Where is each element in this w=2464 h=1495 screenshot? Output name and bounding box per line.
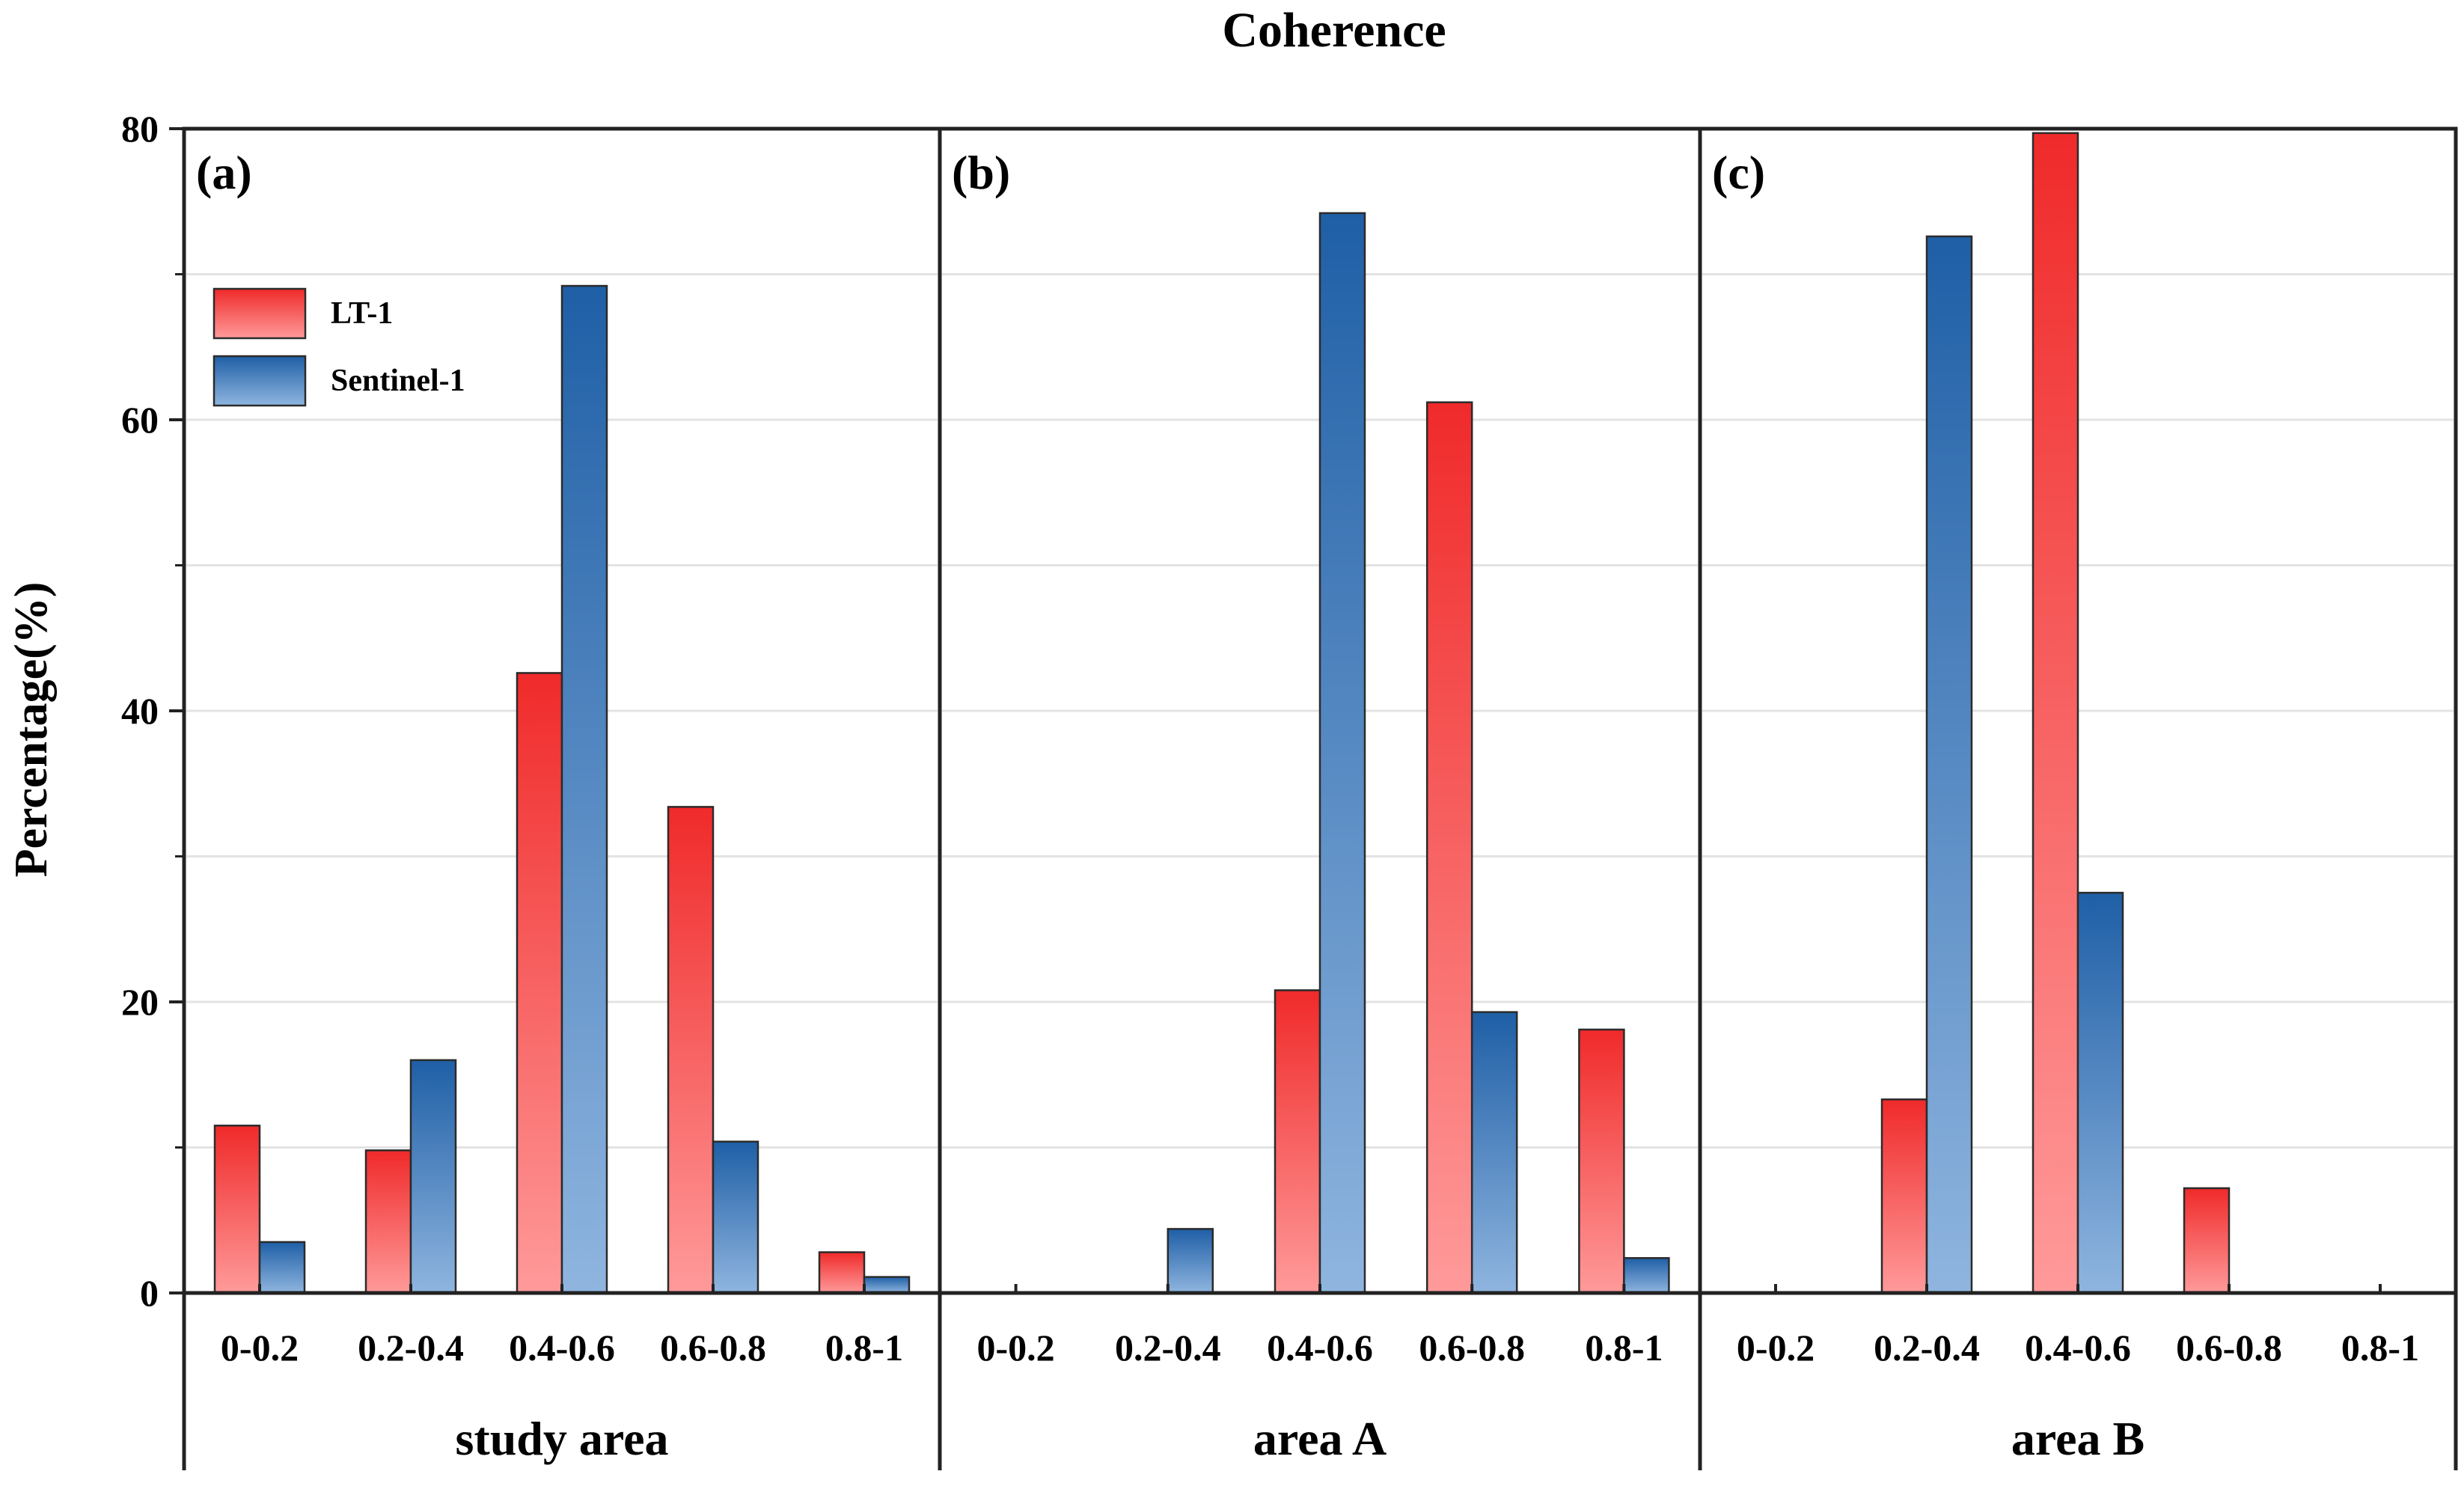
bar-study-area-sentinel1-0-0.2 [258,1241,306,1294]
x-tick-label: 0.8-1 [1585,1327,1663,1369]
bar-study-area-sentinel1-0.2-0.4 [409,1059,457,1294]
x-tick-label: 0-0.2 [977,1327,1055,1369]
legend-swatch-lt1 [213,287,307,340]
y-tick-label: 80 [121,108,159,150]
bar-area-B-lt1-0.2-0.4 [1880,1098,1928,1294]
x-tick-label: 0.2-0.4 [1874,1327,1980,1369]
bar-study-area-lt1-0.8-1 [818,1251,866,1294]
legend-swatch-sentinel1 [213,355,307,407]
panel-name-2: area B [2011,1412,2144,1465]
bar-area-A-lt1-0.8-1 [1578,1028,1625,1294]
y-tick-label: 40 [121,690,159,732]
x-tick-label: 0.4-0.6 [2025,1327,2131,1369]
x-tick-label: 0-0.2 [221,1327,299,1369]
x-tick-label: 0.6-0.8 [2176,1327,2282,1369]
panel-labels: (a) study area (b) area A (c) area B [196,146,2144,1465]
bar-area-B-sentinel1-0.2-0.4 [1925,235,1973,1294]
y-axis-ticks: 0 20 40 60 80 [121,108,184,1314]
x-axis-ticks: 0-0.2 0.2-0.4 0.4-0.6 0.6-0.8 0.8-1 0-0.2 0.2-… [221,1284,2419,1369]
panel-label-1: (b) [952,146,1010,199]
bar-area-A-sentinel1-0.6-0.8 [1470,1011,1518,1294]
bar-study-area-lt1-0.6-0.8 [667,806,715,1294]
bars [213,132,2231,1294]
x-tick-label: 0.4-0.6 [509,1327,615,1369]
bar-area-B-sentinel1-0.4-0.6 [2076,891,2124,1294]
x-tick-label: 0.6-0.8 [1419,1327,1525,1369]
panel-label-2: (c) [1712,146,1765,199]
bar-area-B-lt1-0.6-0.8 [2183,1187,2231,1294]
bar-area-A-lt1-0.6-0.8 [1425,401,1473,1294]
legend: LT-1 Sentinel-1 [213,287,465,407]
bar-study-area-sentinel1-0.8-1 [863,1276,911,1294]
bar-study-area-sentinel1-0.4-0.6 [560,284,608,1294]
y-axis-label: Percentage(%) [6,582,57,878]
x-tick-label: 0.8-1 [825,1327,903,1369]
legend-label-sentinel1: Sentinel-1 [331,364,465,398]
x-tick-label: 0.4-0.6 [1267,1327,1373,1369]
bar-study-area-sentinel1-0.6-0.8 [712,1140,759,1294]
bar-area-B-lt1-0.4-0.6 [2032,132,2079,1294]
x-tick-label: 0.2-0.4 [358,1327,464,1369]
panel-name-0: study area [455,1412,668,1465]
bar-area-A-sentinel1-0.4-0.6 [1318,212,1366,1294]
chart-title: Coherence [1222,3,1446,58]
x-tick-label: 0.6-0.8 [660,1327,766,1369]
bar-area-A-sentinel1-0.2-0.4 [1167,1228,1214,1294]
bar-study-area-lt1-0-0.2 [213,1125,261,1294]
y-tick-label: 0 [140,1272,159,1314]
x-tick-label: 0.2-0.4 [1115,1327,1221,1369]
bar-study-area-lt1-0.2-0.4 [364,1149,412,1294]
panel-name-1: area A [1253,1412,1387,1465]
panel-label-0: (a) [196,146,252,199]
y-tick-label: 60 [121,399,159,441]
bar-study-area-lt1-0.4-0.6 [516,672,563,1294]
x-tick-label: 0.8-1 [2341,1327,2419,1369]
bar-area-A-sentinel1-0.8-1 [1623,1257,1670,1294]
legend-label-lt1: LT-1 [331,296,393,331]
bar-area-A-lt1-0.4-0.6 [1274,989,1321,1294]
x-tick-label: 0-0.2 [1737,1327,1815,1369]
y-tick-label: 20 [121,981,159,1023]
